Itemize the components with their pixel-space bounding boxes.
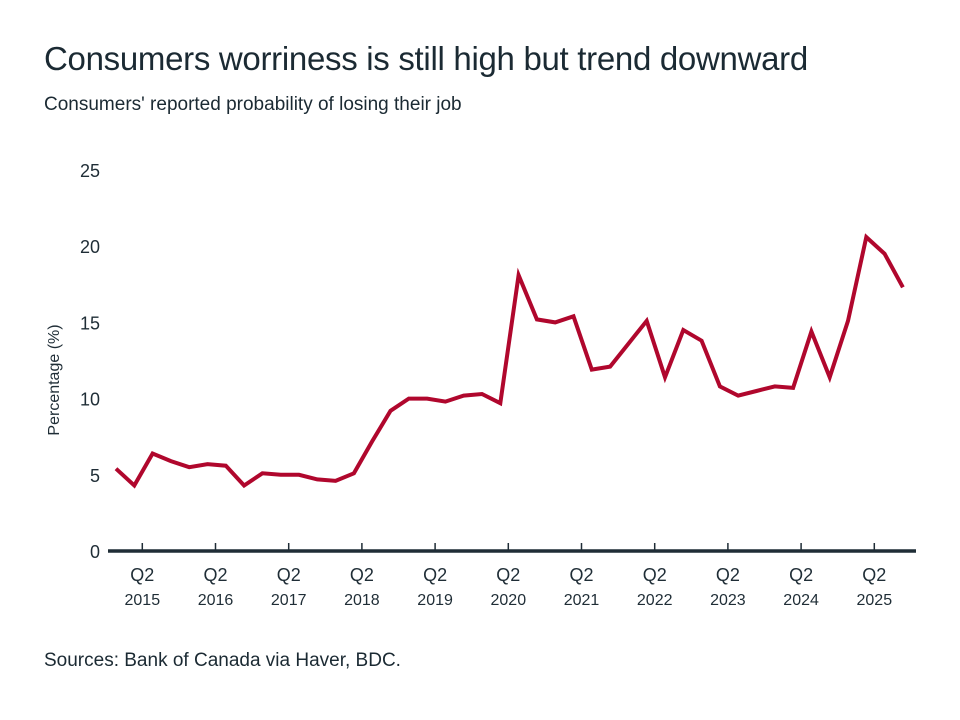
- x-tick-label-year: 2024: [783, 592, 819, 609]
- x-tick-label-quarter: Q2: [277, 565, 301, 585]
- x-tick-label-year: 2022: [637, 592, 673, 609]
- y-tick-label: 10: [80, 390, 100, 410]
- x-tick-label-quarter: Q2: [789, 565, 813, 585]
- x-tick-label-year: 2020: [491, 592, 527, 609]
- y-tick-label: 25: [80, 161, 100, 181]
- x-tick-label-quarter: Q2: [496, 565, 520, 585]
- x-tick-label-year: 2019: [417, 592, 453, 609]
- x-tick-label-quarter: Q2: [716, 565, 740, 585]
- y-tick-label: 15: [80, 313, 100, 333]
- x-tick-label-quarter: Q2: [569, 565, 593, 585]
- y-axis: 0 5 10 15 20 25: [80, 161, 100, 562]
- x-tick-label-quarter: Q2: [862, 565, 886, 585]
- source-note: Sources: Bank of Canada via Haver, BDC.: [44, 650, 401, 671]
- chart-subtitle: Consumers' reported probability of losin…: [44, 94, 462, 115]
- series-group: [114, 233, 905, 489]
- x-tick-label-quarter: Q2: [423, 565, 447, 585]
- x-tick-label-year: 2016: [198, 592, 234, 609]
- x-tick-label-year: 2017: [271, 592, 307, 609]
- x-tick-label-year: 2018: [344, 592, 380, 609]
- x-tick-label-year: 2015: [125, 592, 161, 609]
- x-tick-label-year: 2021: [564, 592, 600, 609]
- y-tick-label: 20: [80, 237, 100, 257]
- series-line: [114, 233, 905, 489]
- x-tick-label-quarter: Q2: [130, 565, 154, 585]
- x-axis: Q2 2015 Q2 2016 Q2 2017 Q2 2018 Q2 2019 Q2 2020 Q2 20…: [108, 543, 916, 609]
- chart-title: Consumers worriness is still high but tr…: [44, 40, 808, 77]
- x-tick-label-year: 2023: [710, 592, 746, 609]
- x-tick-label-year: 2025: [857, 592, 893, 609]
- x-tick-label-quarter: Q2: [643, 565, 667, 585]
- y-tick-label: 0: [90, 542, 100, 562]
- x-tick-label-quarter: Q2: [350, 565, 374, 585]
- y-tick-label: 5: [90, 466, 100, 486]
- x-tick-label-quarter: Q2: [203, 565, 227, 585]
- y-axis-title: Percentage (%): [46, 324, 63, 435]
